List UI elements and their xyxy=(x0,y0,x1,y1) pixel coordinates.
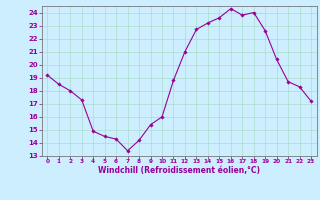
X-axis label: Windchill (Refroidissement éolien,°C): Windchill (Refroidissement éolien,°C) xyxy=(98,166,260,175)
